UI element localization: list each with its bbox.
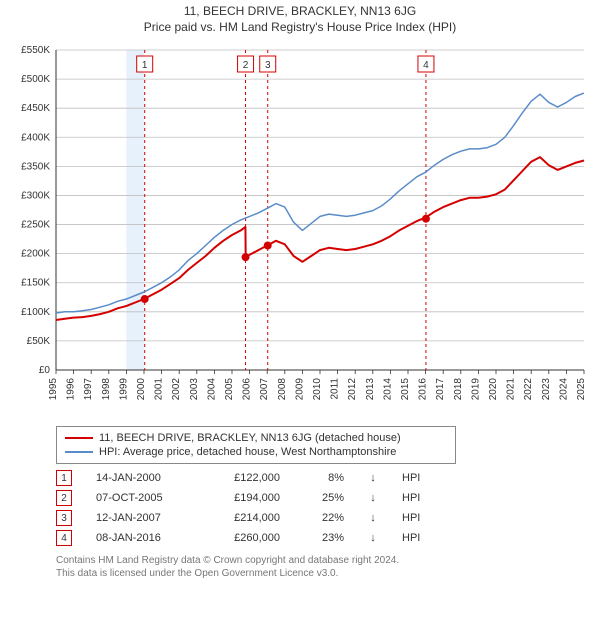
svg-text:2023: 2023 <box>541 378 552 401</box>
event-pct: 8% <box>304 472 344 484</box>
event-price: £214,000 <box>210 512 280 524</box>
svg-text:2025: 2025 <box>576 378 587 401</box>
event-note: HPI <box>402 492 420 504</box>
svg-text:2024: 2024 <box>558 378 569 401</box>
chart-title: 11, BEECH DRIVE, BRACKLEY, NN13 6JG <box>8 4 592 18</box>
svg-text:2015: 2015 <box>400 378 411 401</box>
svg-text:1997: 1997 <box>83 378 94 401</box>
svg-text:3: 3 <box>265 60 271 71</box>
legend: 11, BEECH DRIVE, BRACKLEY, NN13 6JG (det… <box>56 426 456 464</box>
event-note: HPI <box>402 472 420 484</box>
svg-text:2018: 2018 <box>453 378 464 401</box>
chart-plot-area: £0 £50K £100K £150K £200K £250K £300K £350K £400… <box>8 40 592 420</box>
svg-text:2006: 2006 <box>242 378 253 401</box>
legend-item: 11, BEECH DRIVE, BRACKLEY, NN13 6JG (det… <box>65 431 447 445</box>
svg-text:2021: 2021 <box>506 378 517 401</box>
event-number-box: 2 <box>56 490 72 506</box>
chart-container: 11, BEECH DRIVE, BRACKLEY, NN13 6JG Pric… <box>0 0 600 584</box>
event-date: 07-OCT-2005 <box>96 492 186 504</box>
event-number-box: 3 <box>56 510 72 526</box>
svg-text:2020: 2020 <box>488 378 499 401</box>
event-price: £260,000 <box>210 532 280 544</box>
svg-text:£300K: £300K <box>21 190 50 201</box>
svg-text:£250K: £250K <box>21 220 50 231</box>
down-arrow-icon: ↓ <box>368 492 378 504</box>
event-date: 14-JAN-2000 <box>96 472 186 484</box>
svg-text:£200K: £200K <box>21 249 50 260</box>
legend-item: HPI: Average price, detached house, West… <box>65 445 447 459</box>
svg-text:£150K: £150K <box>21 278 50 289</box>
footer-attribution: Contains HM Land Registry data © Crown c… <box>56 554 584 580</box>
svg-text:£100K: £100K <box>21 307 50 318</box>
footer-line-2: This data is licensed under the Open Gov… <box>56 567 584 580</box>
svg-text:2011: 2011 <box>330 378 341 400</box>
event-row: 2 07-OCT-2005 £194,000 25% ↓ HPI <box>56 488 592 508</box>
chart-svg: £0 £50K £100K £150K £200K £250K £300K £350K £400… <box>8 40 592 420</box>
event-price: £122,000 <box>210 472 280 484</box>
down-arrow-icon: ↓ <box>368 472 378 484</box>
svg-text:2007: 2007 <box>259 378 270 401</box>
event-row: 1 14-JAN-2000 £122,000 8% ↓ HPI <box>56 468 592 488</box>
event-date: 12-JAN-2007 <box>96 512 186 524</box>
event-pct: 25% <box>304 492 344 504</box>
legend-label: HPI: Average price, detached house, West… <box>99 446 396 458</box>
event-price: £194,000 <box>210 492 280 504</box>
svg-text:2008: 2008 <box>277 378 288 401</box>
svg-text:2016: 2016 <box>418 378 429 401</box>
legend-label: 11, BEECH DRIVE, BRACKLEY, NN13 6JG (det… <box>99 432 401 444</box>
svg-text:2000: 2000 <box>136 378 147 401</box>
svg-text:2022: 2022 <box>523 378 534 401</box>
event-note: HPI <box>402 532 420 544</box>
svg-text:1995: 1995 <box>48 378 59 401</box>
footer-line-1: Contains HM Land Registry data © Crown c… <box>56 554 584 567</box>
svg-text:2004: 2004 <box>206 378 217 401</box>
legend-swatch <box>65 451 93 453</box>
svg-text:1: 1 <box>142 60 148 71</box>
chart-subtitle: Price paid vs. HM Land Registry's House … <box>8 20 592 34</box>
svg-text:4: 4 <box>423 60 429 71</box>
event-row: 3 12-JAN-2007 £214,000 22% ↓ HPI <box>56 508 592 528</box>
svg-text:£0: £0 <box>39 365 51 376</box>
event-number-box: 1 <box>56 470 72 486</box>
event-number-box: 4 <box>56 530 72 546</box>
svg-text:2014: 2014 <box>382 378 393 401</box>
svg-text:2017: 2017 <box>435 378 446 401</box>
svg-text:£400K: £400K <box>21 132 50 143</box>
svg-text:2002: 2002 <box>171 378 182 401</box>
svg-text:2001: 2001 <box>154 378 165 401</box>
svg-text:2013: 2013 <box>365 378 376 401</box>
svg-text:£500K: £500K <box>21 74 50 85</box>
svg-text:2009: 2009 <box>294 378 305 401</box>
events-table: 1 14-JAN-2000 £122,000 8% ↓ HPI 2 07-OCT-2005 £1… <box>56 468 592 548</box>
svg-text:2010: 2010 <box>312 378 323 401</box>
svg-text:1999: 1999 <box>118 378 129 401</box>
svg-text:1998: 1998 <box>101 378 112 401</box>
svg-text:2003: 2003 <box>189 378 200 401</box>
svg-text:2012: 2012 <box>347 378 358 401</box>
event-pct: 22% <box>304 512 344 524</box>
svg-text:2: 2 <box>243 60 249 71</box>
svg-text:1996: 1996 <box>66 378 77 401</box>
svg-text:£450K: £450K <box>21 103 50 114</box>
svg-text:2019: 2019 <box>470 378 481 401</box>
svg-text:£350K: £350K <box>21 161 50 172</box>
event-row: 4 08-JAN-2016 £260,000 23% ↓ HPI <box>56 528 592 548</box>
svg-text:£550K: £550K <box>21 45 50 56</box>
legend-swatch <box>65 437 93 439</box>
svg-text:2005: 2005 <box>224 378 235 401</box>
down-arrow-icon: ↓ <box>368 512 378 524</box>
event-pct: 23% <box>304 532 344 544</box>
event-date: 08-JAN-2016 <box>96 532 186 544</box>
down-arrow-icon: ↓ <box>368 532 378 544</box>
svg-text:£50K: £50K <box>27 336 51 347</box>
event-note: HPI <box>402 512 420 524</box>
